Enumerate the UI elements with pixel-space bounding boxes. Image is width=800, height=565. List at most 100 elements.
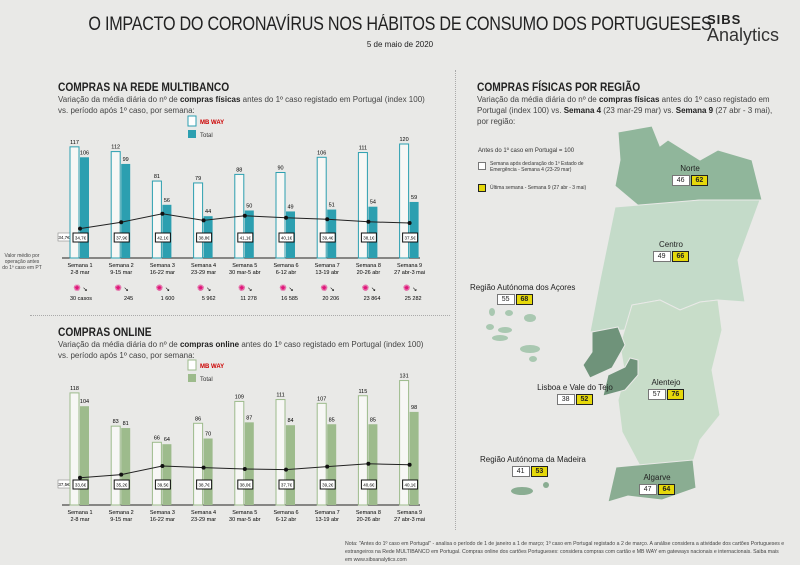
subtitle-text: antes do 1º caso registado em Portugal (…: [477, 95, 770, 115]
madeira-islands: [511, 482, 549, 495]
week-dates: 23-29 mar: [191, 270, 216, 276]
region-w4-value: 41: [511, 466, 530, 477]
virus-icon: ✺: [320, 283, 328, 293]
week-dates: 13-19 abr: [315, 270, 339, 276]
region-w4-value: 49: [652, 251, 671, 262]
week-label: Semana 9: [397, 263, 422, 269]
region-w4-value: 57: [647, 389, 666, 400]
region-lisboa-shape: [602, 357, 639, 397]
trend-arrow-icon: ↘: [124, 287, 129, 293]
bar-total-label: 85: [370, 417, 376, 423]
avg-ticket-box: [319, 479, 336, 490]
avg-ticket-point: [407, 462, 412, 467]
avg-ticket-label: 37,7€: [281, 483, 293, 488]
bar-mbway-label: 118: [70, 386, 79, 392]
week-label: Semana 5: [232, 510, 257, 516]
cases-count: 11 278: [240, 296, 256, 302]
region-w4-value: 38: [556, 394, 575, 405]
week-label: Semana 7: [315, 263, 340, 269]
avg-ticket-box: [72, 479, 89, 490]
avg-ticket-box: [278, 232, 295, 243]
trend-arrow-icon: ↘: [371, 287, 376, 293]
avg-ticket-box: [237, 232, 254, 243]
bar-total-label: 64: [164, 437, 170, 443]
avg-ticket-point: [284, 467, 288, 472]
week-label: Semana 1: [67, 510, 92, 516]
trend-arrow-icon: ↘: [82, 287, 87, 293]
subtitle-text: Variação da média diária do nº de: [58, 95, 180, 104]
legend-total-label: Total: [200, 133, 213, 139]
avg-note: Valor médio por operação antes do 1º cas…: [2, 253, 42, 271]
legend-mbway-swatch: [187, 115, 197, 127]
avg-ticket-point: [407, 221, 412, 225]
page-date: 5 de maio de 2020: [366, 40, 434, 49]
subtitle-text: antes do 1º caso registado em Portugal (…: [58, 340, 424, 360]
week-label: Semana 8: [356, 263, 381, 269]
region-lisboa-shape: [582, 326, 626, 379]
virus-icon: ✺: [114, 283, 122, 293]
bar-mbway-label: 90: [277, 166, 283, 172]
region-acores: Região Autónoma dos Açores 55 68: [470, 283, 575, 305]
region-madeira: Região Autónoma da Madeira 41 53: [480, 455, 586, 477]
legend-total-swatch: [188, 374, 196, 382]
avg-ticket-box: [319, 232, 336, 243]
virus-icon: ✺: [279, 283, 287, 293]
bar-total-label: 98: [411, 405, 417, 411]
region-w9-value: 64: [657, 484, 676, 495]
bar-total-label: 87: [246, 415, 252, 421]
avg-ticket-label: 38,0€: [240, 483, 252, 488]
online-subtitle: Variação da média diária do nº de compra…: [58, 339, 428, 361]
bar-total-label: 51: [329, 203, 335, 209]
avg-before-label: 34,7€: [58, 235, 70, 240]
avg-ticket-box: [154, 479, 171, 490]
bar-mbway: [275, 399, 286, 506]
bar-mbway-label: 111: [276, 393, 284, 399]
bar-mbway: [316, 402, 327, 506]
bar-mbway-label: 81: [154, 174, 160, 180]
avg-ticket-point: [160, 464, 165, 468]
week-dates: 20-26 abr: [357, 270, 381, 276]
bar-mbway: [110, 425, 121, 506]
week-dates: 9-15 mar: [110, 270, 132, 276]
subtitle-emphasis: compras online: [179, 340, 240, 349]
bar-mbway-label: 107: [317, 396, 326, 402]
virus-icon: ✺: [197, 283, 205, 293]
bar-total-label: 70: [205, 432, 211, 438]
legend-total-swatch: [188, 130, 196, 138]
week-label: Semana 8: [356, 510, 381, 516]
avg-ticket-point: [201, 218, 206, 223]
region-lisboa: Lisboa e Vale do Tejo 38 52: [535, 383, 615, 405]
bar-total: [286, 425, 295, 505]
bar-total-label: 84: [287, 418, 293, 424]
bar-total: [121, 163, 131, 258]
cases-count: 23 864: [364, 296, 381, 302]
page-title: O IMPACTO DO CORONAVÍRUS NOS HÁBITOS DE …: [88, 14, 712, 35]
week-label: Semana 6: [273, 263, 298, 269]
bar-mbway-label: 115: [359, 389, 368, 395]
cases-count: 20 206: [322, 296, 339, 302]
regions-title: COMPRAS FÍSICAS POR REGIÃO: [477, 80, 641, 94]
legend-w4-swatch: [478, 162, 486, 170]
bar-mbway: [193, 422, 204, 506]
avg-ticket-point: [242, 213, 247, 218]
azores-islands: [486, 308, 540, 362]
week-label: Semana 2: [109, 263, 134, 269]
bar-mbway: [357, 395, 368, 506]
avg-ticket-label: 39,4€: [322, 236, 334, 241]
avg-ticket-label: 42,1€: [157, 236, 169, 241]
subtitle-text: Variação da média diária do nº de: [58, 340, 180, 349]
week-dates: 13-19 abr: [315, 517, 339, 523]
bar-mbway-label: 117: [70, 140, 79, 146]
cases-count: 30 casos: [70, 296, 92, 302]
region-name: Algarve: [643, 473, 671, 482]
legend-mbway-label: MB WAY: [200, 120, 224, 126]
week-dates: 6-12 abr: [276, 517, 297, 523]
bar-total: [244, 422, 254, 505]
avg-ticket-box: [196, 232, 213, 243]
avg-ticket-point: [119, 472, 124, 477]
legend-mbway-label: MB WAY: [200, 364, 224, 370]
avg-ticket-box: [154, 232, 171, 243]
avg-before-label: 37,5€: [58, 482, 70, 487]
legend-mbway-swatch: [187, 359, 197, 371]
